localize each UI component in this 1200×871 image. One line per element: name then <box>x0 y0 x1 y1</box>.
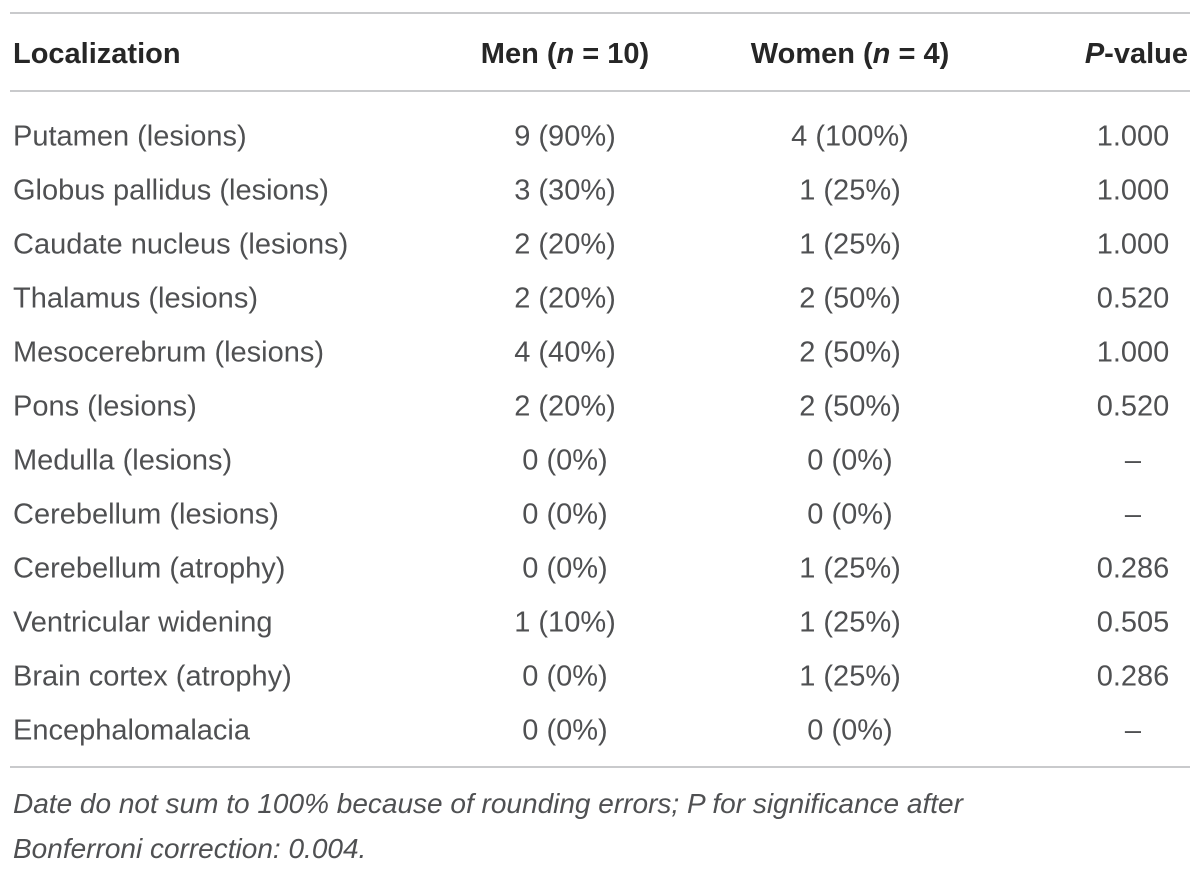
cell-p-value: – <box>1124 498 1142 531</box>
table-row: Medulla (lesions) 0 (0%) 0 (0%) – <box>0 434 1200 488</box>
men-header-count: = 10) <box>574 38 650 70</box>
table-row: Putamen (lesions) 9 (90%) 4 (100%) 1.000 <box>0 110 1200 164</box>
header-rule <box>10 90 1190 92</box>
cell-localization: Putamen (lesions) <box>13 120 247 153</box>
cell-p-value: 1.000 <box>1096 336 1170 369</box>
column-header-localization-label: Localization <box>13 38 181 70</box>
p-value-header-p-italic: P <box>1084 38 1105 70</box>
cell-localization: Encephalomalacia <box>13 714 250 747</box>
cell-men: 2 (20%) <box>514 282 616 315</box>
cell-women: 2 (50%) <box>799 336 901 369</box>
cell-women: 1 (25%) <box>799 228 901 261</box>
cell-women: 0 (0%) <box>807 444 893 477</box>
cell-localization: Ventricular widening <box>13 606 273 639</box>
table-row: Cerebellum (atrophy) 0 (0%) 1 (25%) 0.286 <box>0 542 1200 596</box>
cell-women: 1 (25%) <box>799 174 901 207</box>
table-row: Thalamus (lesions) 2 (20%) 2 (50%) 0.520 <box>0 272 1200 326</box>
cell-localization: Medulla (lesions) <box>13 444 233 477</box>
table-row: Mesocerebrum (lesions) 4 (40%) 2 (50%) 1.00… <box>0 326 1200 380</box>
cell-women: 0 (0%) <box>807 498 893 531</box>
cell-women: 2 (50%) <box>799 390 901 423</box>
cell-p-value: 0.286 <box>1096 660 1170 693</box>
cell-localization: Brain cortex (atrophy) <box>13 660 292 693</box>
footnote-line-2: Bonferroni correction: 0.004. <box>13 833 367 864</box>
cell-p-value: 1.000 <box>1096 174 1170 207</box>
men-header-n-italic: n <box>556 38 575 70</box>
cell-men: 9 (90%) <box>514 120 616 153</box>
table-row: Caudate nucleus (lesions) 2 (20%) 1 (25%) 1… <box>0 218 1200 272</box>
cell-localization: Cerebellum (atrophy) <box>13 552 286 585</box>
cell-localization: Caudate nucleus (lesions) <box>13 228 349 261</box>
cell-men: 1 (10%) <box>514 606 616 639</box>
cell-p-value: 0.286 <box>1096 552 1170 585</box>
table-row: Brain cortex (atrophy) 0 (0%) 1 (25%) 0.286 <box>0 650 1200 704</box>
table-row: Globus pallidus (lesions) 3 (30%) 1 (25%) 1… <box>0 164 1200 218</box>
cell-women: 4 (100%) <box>791 120 909 153</box>
cell-men: 0 (0%) <box>522 660 608 693</box>
cell-men: 0 (0%) <box>522 714 608 747</box>
cell-localization: Mesocerebrum (lesions) <box>13 336 325 369</box>
men-header-text: Men ( <box>480 38 557 70</box>
cell-women: 1 (25%) <box>799 660 901 693</box>
cell-localization: Cerebellum (lesions) <box>13 498 279 531</box>
column-header-localization: Localization <box>13 38 181 71</box>
cell-women: 0 (0%) <box>807 714 893 747</box>
cell-p-value: 1.000 <box>1096 228 1170 261</box>
cell-p-value: 0.520 <box>1096 390 1170 423</box>
cell-p-value: 1.000 <box>1096 120 1170 153</box>
cell-p-value: – <box>1124 714 1142 747</box>
cell-localization: Thalamus (lesions) <box>13 282 258 315</box>
women-header-text: Women ( <box>750 38 873 70</box>
cell-men: 2 (20%) <box>514 390 616 423</box>
column-header-men: Men (n = 10) <box>455 38 675 71</box>
cell-women: 1 (25%) <box>799 606 901 639</box>
women-header-n-italic: n <box>872 38 891 70</box>
cell-men: 0 (0%) <box>522 444 608 477</box>
table-row: Encephalomalacia 0 (0%) 0 (0%) – <box>0 704 1200 758</box>
footnote-line-1: Date do not sum to 100% because of round… <box>13 788 963 819</box>
cell-localization: Globus pallidus (lesions) <box>13 174 329 207</box>
p-value-header-text: -value <box>1104 38 1188 70</box>
column-header-women: Women (n = 4) <box>735 38 965 71</box>
cell-women: 1 (25%) <box>799 552 901 585</box>
cell-p-value: 0.520 <box>1096 282 1170 315</box>
column-header-p-value: P-value <box>1040 38 1188 71</box>
cell-men: 4 (40%) <box>514 336 616 369</box>
cell-p-value: – <box>1124 444 1142 477</box>
cell-men: 2 (20%) <box>514 228 616 261</box>
table-row: Cerebellum (lesions) 0 (0%) 0 (0%) – <box>0 488 1200 542</box>
footnote: Date do not sum to 100% because of round… <box>13 781 1189 871</box>
cell-women: 2 (50%) <box>799 282 901 315</box>
cell-men: 0 (0%) <box>522 552 608 585</box>
cell-localization: Pons (lesions) <box>13 390 197 423</box>
table-row: Ventricular widening 1 (10%) 1 (25%) 0.505 <box>0 596 1200 650</box>
top-rule <box>10 12 1190 14</box>
table-row: Pons (lesions) 2 (20%) 2 (50%) 0.520 <box>0 380 1200 434</box>
footer-rule <box>10 766 1190 768</box>
cell-men: 3 (30%) <box>514 174 616 207</box>
cell-p-value: 0.505 <box>1096 606 1170 639</box>
table-body: Putamen (lesions) 9 (90%) 4 (100%) 1.000 Glo… <box>0 110 1200 758</box>
cell-men: 0 (0%) <box>522 498 608 531</box>
women-header-count: = 4) <box>890 38 950 70</box>
